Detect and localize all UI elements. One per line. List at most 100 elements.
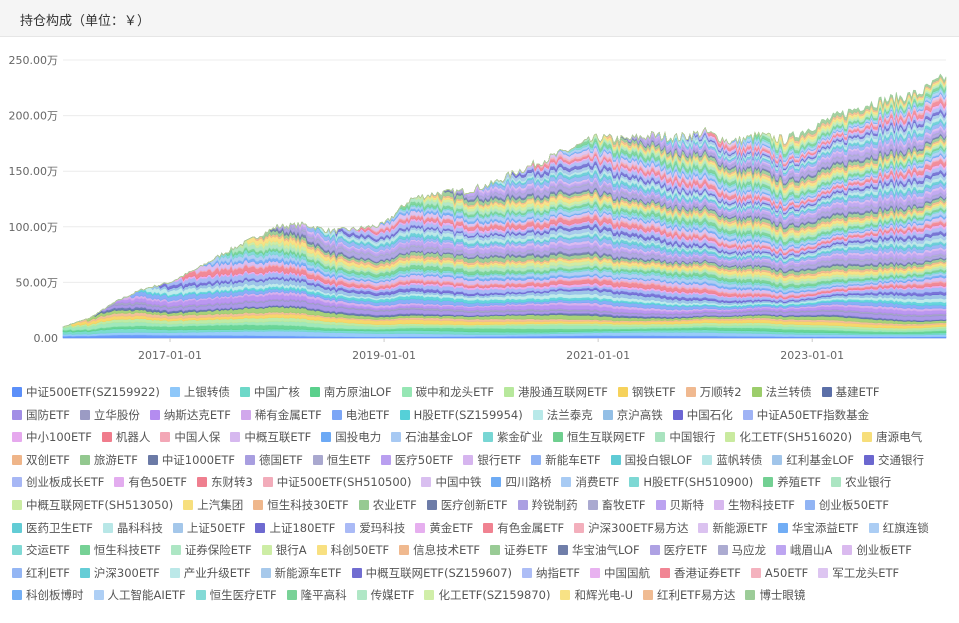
legend-item[interactable]: 京沪高铁 bbox=[602, 404, 663, 427]
legend-item[interactable]: 农业ETF bbox=[358, 494, 417, 517]
legend-item[interactable]: 国投白银LOF bbox=[610, 449, 692, 472]
legend-item[interactable]: 唐源电气 bbox=[862, 426, 922, 449]
legend-item[interactable]: 交运ETF bbox=[12, 539, 70, 562]
legend-item[interactable]: 沪深300ETF易方达 bbox=[574, 517, 688, 540]
legend-item[interactable]: 中证1000ETF bbox=[147, 449, 235, 472]
legend-item[interactable]: 香港证券ETF bbox=[659, 562, 741, 585]
legend-item[interactable]: 羚锐制药 bbox=[517, 494, 578, 517]
legend-item[interactable]: 华宝添益ETF bbox=[777, 517, 859, 540]
legend-item[interactable]: 贝斯特 bbox=[655, 494, 704, 517]
legend-item[interactable]: 中国人保 bbox=[160, 426, 220, 449]
legend-item[interactable]: 上银转债 bbox=[169, 381, 230, 404]
legend-item[interactable]: 旅游ETF bbox=[79, 449, 138, 472]
legend-item[interactable]: 中概互联ETF bbox=[230, 426, 311, 449]
legend-item[interactable]: 中国银行 bbox=[655, 426, 715, 449]
legend-item[interactable]: 红利ETF bbox=[12, 562, 70, 585]
legend-item[interactable]: 紫金矿业 bbox=[482, 426, 543, 449]
legend-item[interactable]: 中证500ETF(SZ159922) bbox=[12, 381, 160, 404]
legend-item[interactable]: 基建ETF bbox=[821, 381, 880, 404]
legend-item[interactable]: 晶科科技 bbox=[102, 517, 163, 540]
legend-item[interactable]: 医疗创新ETF bbox=[426, 494, 508, 517]
legend-item[interactable]: 中国石化 bbox=[672, 404, 733, 427]
legend-item[interactable]: 银行ETF bbox=[463, 449, 521, 472]
legend-item[interactable]: 国防ETF bbox=[12, 404, 70, 427]
legend-item[interactable]: 港股通互联网ETF bbox=[503, 381, 608, 404]
legend-item[interactable]: 博士眼镜 bbox=[745, 584, 805, 607]
area-series-104[interactable] bbox=[62, 73, 947, 328]
legend-item[interactable]: 碳中和龙头ETF bbox=[401, 381, 494, 404]
legend-item[interactable]: 钢铁ETF bbox=[617, 381, 676, 404]
legend-item[interactable]: 国投电力 bbox=[321, 426, 381, 449]
legend-item[interactable]: 生物科技ETF bbox=[714, 494, 795, 517]
legend-item[interactable]: 和辉光电-U bbox=[560, 584, 633, 607]
legend-item[interactable]: 中国国航 bbox=[589, 562, 650, 585]
stacked-area-chart[interactable]: 0.00 50.00万 100.00万 150.00万 200.00万 250.00万 2… bbox=[0, 36, 959, 381]
legend-item[interactable]: 恒生科技ETF bbox=[79, 539, 161, 562]
legend-item[interactable]: 上证50ETF bbox=[172, 517, 245, 540]
legend-item[interactable]: 创业板ETF bbox=[842, 539, 912, 562]
legend-item[interactable]: 南方原油LOF bbox=[309, 381, 392, 404]
legend-item[interactable]: 化工ETF(SZ159870) bbox=[424, 584, 550, 607]
legend-item[interactable]: 消费ETF bbox=[561, 471, 619, 494]
legend-item[interactable]: 华宝油气LOF bbox=[557, 539, 640, 562]
legend-item[interactable]: 石油基金LOF bbox=[391, 426, 473, 449]
legend-item[interactable]: H股ETF(SH510900) bbox=[629, 471, 753, 494]
legend-item[interactable]: 新能源ETF bbox=[698, 517, 768, 540]
legend-item[interactable]: 中概互联网ETF(SZ159607) bbox=[351, 562, 512, 585]
legend-item[interactable]: 上证180ETF bbox=[255, 517, 335, 540]
legend-item[interactable]: 东财转3 bbox=[196, 471, 253, 494]
legend-item[interactable]: 人工智能AIETF bbox=[93, 584, 186, 607]
legend-item[interactable]: 红利基金LOF bbox=[772, 449, 854, 472]
legend-item[interactable]: 中国广核 bbox=[239, 381, 300, 404]
legend-item[interactable]: 上汽集团 bbox=[183, 494, 243, 517]
legend-item[interactable]: 法兰泰克 bbox=[532, 404, 593, 427]
legend-item[interactable]: 产业升级ETF bbox=[169, 562, 251, 585]
legend-item[interactable]: 传媒ETF bbox=[356, 584, 414, 607]
legend-item[interactable]: 机器人 bbox=[101, 426, 150, 449]
legend-item[interactable]: 创业板成长ETF bbox=[12, 471, 104, 494]
legend-item[interactable]: 新能车ETF bbox=[531, 449, 601, 472]
legend-item[interactable]: 马应龙 bbox=[717, 539, 766, 562]
legend-item[interactable]: 四川路桥 bbox=[491, 471, 551, 494]
legend-item[interactable]: A50ETF bbox=[750, 562, 808, 585]
legend-item[interactable]: 畜牧ETF bbox=[587, 494, 646, 517]
legend-item[interactable]: 证券保险ETF bbox=[170, 539, 252, 562]
legend-item[interactable]: 蓝帆转债 bbox=[702, 449, 762, 472]
legend-item[interactable]: H股ETF(SZ159954) bbox=[399, 404, 523, 427]
legend-item[interactable]: 军工龙头ETF bbox=[818, 562, 899, 585]
legend-item[interactable]: 有色50ETF bbox=[114, 471, 187, 494]
legend-item[interactable]: 农业银行 bbox=[831, 471, 891, 494]
legend-item[interactable]: 红旗连锁 bbox=[868, 517, 929, 540]
legend-item[interactable]: 恒生ETF bbox=[312, 449, 371, 472]
legend-item[interactable]: 中小100ETF bbox=[12, 426, 92, 449]
legend-item[interactable]: 纳斯达克ETF bbox=[149, 404, 231, 427]
legend-item[interactable]: 交通银行 bbox=[864, 449, 924, 472]
legend-item[interactable]: 医疗50ETF bbox=[380, 449, 453, 472]
legend-item[interactable]: 德国ETF bbox=[244, 449, 303, 472]
legend-item[interactable]: 隆平高科 bbox=[286, 584, 347, 607]
legend-item[interactable]: 中概互联网ETF(SH513050) bbox=[12, 494, 173, 517]
legend-item[interactable]: 红利ETF易方达 bbox=[643, 584, 735, 607]
legend-item[interactable]: 法兰转债 bbox=[751, 381, 812, 404]
legend-item[interactable]: 科创板博时 bbox=[12, 584, 84, 607]
legend-item[interactable]: 医药卫生ETF bbox=[12, 517, 93, 540]
legend-item[interactable]: 立华股份 bbox=[79, 404, 140, 427]
legend-item[interactable]: 养殖ETF bbox=[763, 471, 821, 494]
legend-item[interactable]: 恒生科技30ETF bbox=[253, 494, 349, 517]
legend-item[interactable]: 证券ETF bbox=[490, 539, 548, 562]
legend-item[interactable]: 中证A50ETF指数基金 bbox=[742, 404, 869, 427]
legend-item[interactable]: 稀有金属ETF bbox=[240, 404, 322, 427]
legend-item[interactable]: 中国中铁 bbox=[421, 471, 481, 494]
legend-item[interactable]: 电池ETF bbox=[331, 404, 390, 427]
legend-item[interactable]: 双创ETF bbox=[12, 449, 70, 472]
legend-item[interactable]: 新能源车ETF bbox=[260, 562, 342, 585]
legend-item[interactable]: 信息技术ETF bbox=[399, 539, 480, 562]
legend-item[interactable]: 医疗ETF bbox=[649, 539, 708, 562]
legend-item[interactable]: 纳指ETF bbox=[522, 562, 580, 585]
legend-item[interactable]: 恒生医疗ETF bbox=[195, 584, 277, 607]
legend-item[interactable]: 万顺转2 bbox=[685, 381, 742, 404]
legend-item[interactable]: 恒生互联网ETF bbox=[552, 426, 645, 449]
legend-item[interactable]: 创业板50ETF bbox=[804, 494, 889, 517]
legend-item[interactable]: 黄金ETF bbox=[415, 517, 473, 540]
legend-item[interactable]: 峨眉山A bbox=[776, 539, 832, 562]
